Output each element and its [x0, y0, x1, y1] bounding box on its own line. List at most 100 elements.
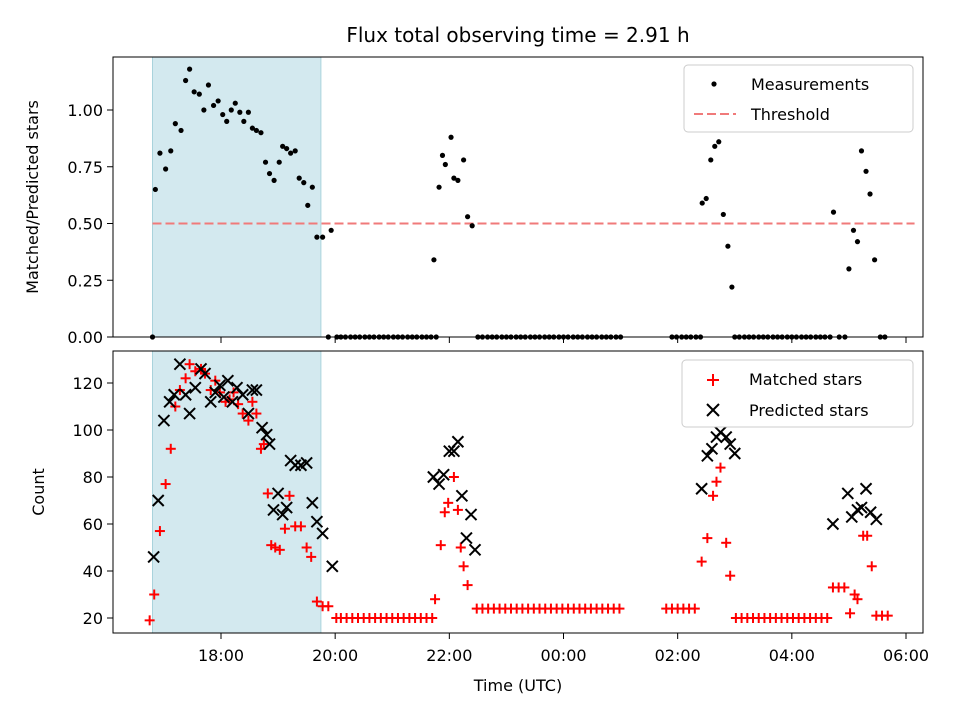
predicted-star-point [179, 388, 192, 401]
predicted-star-point [300, 456, 313, 470]
matched-star-point [452, 504, 463, 515]
legend-threshold-label: Threshold [750, 105, 830, 124]
matched-star-point [866, 561, 877, 572]
measurement-point [224, 118, 230, 124]
measurement-point [455, 177, 461, 183]
measurement-point [196, 91, 202, 97]
measurement-point [301, 180, 307, 186]
predicted-star-point [841, 487, 854, 500]
measurement-point [228, 107, 234, 113]
matched-star-point [448, 472, 459, 482]
predicted-star-point [152, 494, 165, 507]
top-panel: 0.00 0.25 0.50 0.75 1.00 Matched/Predicted s… [23, 56, 924, 347]
bottom-y-tick-label: 20 [83, 609, 103, 628]
predicted-star-point [437, 468, 450, 481]
x-axis-label: Time (UTC) [473, 676, 562, 695]
predicted-star-point [728, 447, 741, 460]
predicted-star-point [173, 357, 187, 371]
measurement-point [266, 170, 273, 177]
measurement-point [436, 184, 442, 190]
measurement-point [152, 186, 158, 193]
bottom-y-ticks: 20 40 60 80 100 120 [72, 374, 113, 628]
predicted-star-point [719, 430, 733, 444]
predicted-star-point [859, 482, 873, 495]
matched-star-point [295, 521, 306, 532]
measurement-point [280, 143, 286, 149]
matched-star-point [144, 615, 155, 626]
measurement-point [201, 107, 207, 113]
measurement-point [276, 159, 282, 165]
predicted-star-point [280, 501, 293, 514]
measurement-point [215, 98, 221, 104]
matched-stars-points [144, 359, 893, 626]
predicted-star-point [236, 388, 249, 401]
matched-star-point [247, 396, 258, 407]
predicted-star-point [217, 390, 231, 404]
measurement-point [157, 150, 163, 156]
measurement-point [205, 82, 212, 88]
predicted-star-point [870, 513, 883, 526]
predicted-star-point [276, 508, 289, 521]
bottom-y-tick-label: 120 [72, 374, 103, 393]
predicted-star-point [267, 503, 280, 517]
matched-star-point [845, 608, 856, 619]
predicted-star-point [204, 395, 217, 409]
matched-star-point [882, 610, 893, 621]
measurement-point [237, 109, 243, 115]
predicted-star-point [198, 367, 212, 380]
bottom-x-ticks: 18:00 20:00 22:00 00:00 02:00 04:00 06:00 [198, 633, 929, 665]
bottom-panel: 20 40 60 80 100 120 18:00 20:00 22:00 00:00 02:00… [29, 350, 929, 695]
measurement-point [210, 102, 217, 109]
predicted-star-point [213, 379, 227, 392]
bottom-y-tick-label: 40 [83, 562, 103, 581]
matched-star-point [721, 537, 732, 548]
predicted-star-point [271, 487, 285, 500]
matched-star-point [149, 589, 160, 600]
predicted-star-point [432, 477, 446, 491]
predicted-star-point [263, 437, 276, 451]
predicted-star-point [447, 444, 461, 458]
top-legend: Measurements Threshold [683, 64, 914, 133]
matched-star-point [323, 601, 334, 612]
predicted-star-point [701, 449, 714, 463]
predicted-star-point [451, 435, 465, 448]
matched-star-point [306, 551, 317, 562]
predicted-star-point [167, 388, 181, 401]
measurement-point [854, 239, 861, 245]
matched-star-point [839, 582, 850, 593]
top-y-ticks: 0.00 0.25 0.50 0.75 1.00 [67, 101, 113, 347]
top-highlight-band [152, 56, 322, 338]
measurement-point [830, 209, 837, 215]
predicted-star-point [226, 395, 239, 409]
predicted-star-point [460, 531, 473, 545]
predicted-star-point [246, 383, 259, 397]
predicted-star-point [455, 489, 469, 503]
matched-star-point [725, 570, 736, 581]
top-y-tick-label: 0.50 [67, 215, 103, 234]
measurement-point [191, 89, 197, 95]
measurement-point [708, 157, 714, 163]
measurement-point [245, 109, 251, 115]
measurement-point [846, 266, 852, 272]
bottom-y-tick-label: 80 [83, 468, 103, 487]
measurement-point [296, 175, 302, 181]
measurement-point [284, 145, 290, 152]
measurement-point [469, 223, 475, 229]
predicted-star-point [326, 560, 339, 573]
matched-star-point [711, 476, 722, 487]
measurement-point [262, 159, 269, 165]
legend-predicted-label: Predicted stars [749, 401, 869, 420]
predicted-star-point [310, 515, 324, 528]
measurement-point [850, 227, 857, 233]
measurement-point [872, 257, 878, 263]
predicted-star-point [464, 508, 478, 521]
measurement-point [309, 184, 315, 190]
matched-star-point [702, 533, 713, 544]
predicted-stars-points [147, 357, 883, 573]
measurement-point [241, 118, 247, 124]
matched-star-point [274, 544, 285, 555]
predicted-star-point [189, 381, 202, 394]
bottom-y-tick-label: 100 [72, 421, 103, 440]
measurement-point [431, 257, 437, 263]
measurement-point [232, 100, 238, 106]
